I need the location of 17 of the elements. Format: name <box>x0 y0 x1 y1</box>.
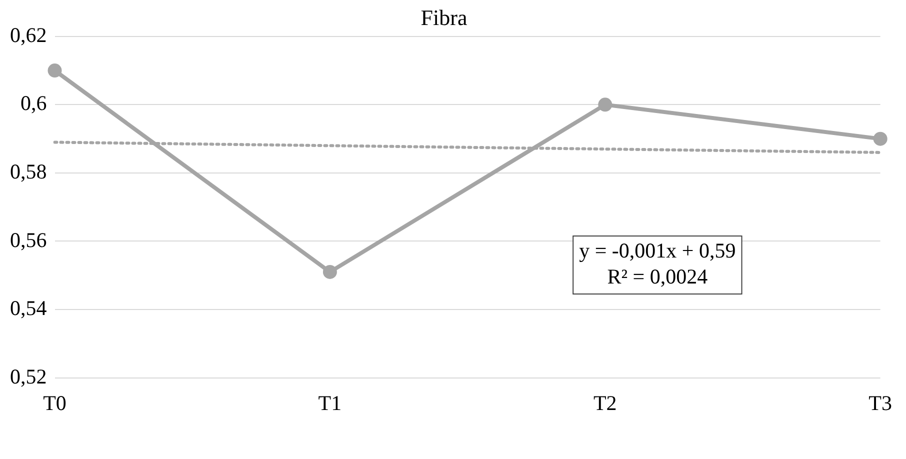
chart-title: Fibra <box>420 4 468 30</box>
y-tick-label: 0,56 <box>10 228 47 252</box>
y-tick-label: 0,54 <box>10 296 48 320</box>
x-tick-label: T2 <box>593 390 617 415</box>
x-tick-label: T0 <box>43 390 66 415</box>
point <box>48 64 62 78</box>
annotation: R² = 0,0024 <box>607 264 708 289</box>
y-tick-label: 0,58 <box>10 159 47 184</box>
y-tick-label: 0,62 <box>10 22 47 47</box>
x-tick-label: T3 <box>868 390 892 415</box>
point <box>598 98 612 112</box>
point <box>322 264 337 279</box>
annotation: y = -0,001x + 0,59 <box>579 238 736 263</box>
y-tick-label: 0,6 <box>20 91 47 116</box>
x-tick-label: T1 <box>318 390 342 415</box>
point <box>873 132 888 146</box>
y-tick-label: 0,52 <box>10 364 47 388</box>
